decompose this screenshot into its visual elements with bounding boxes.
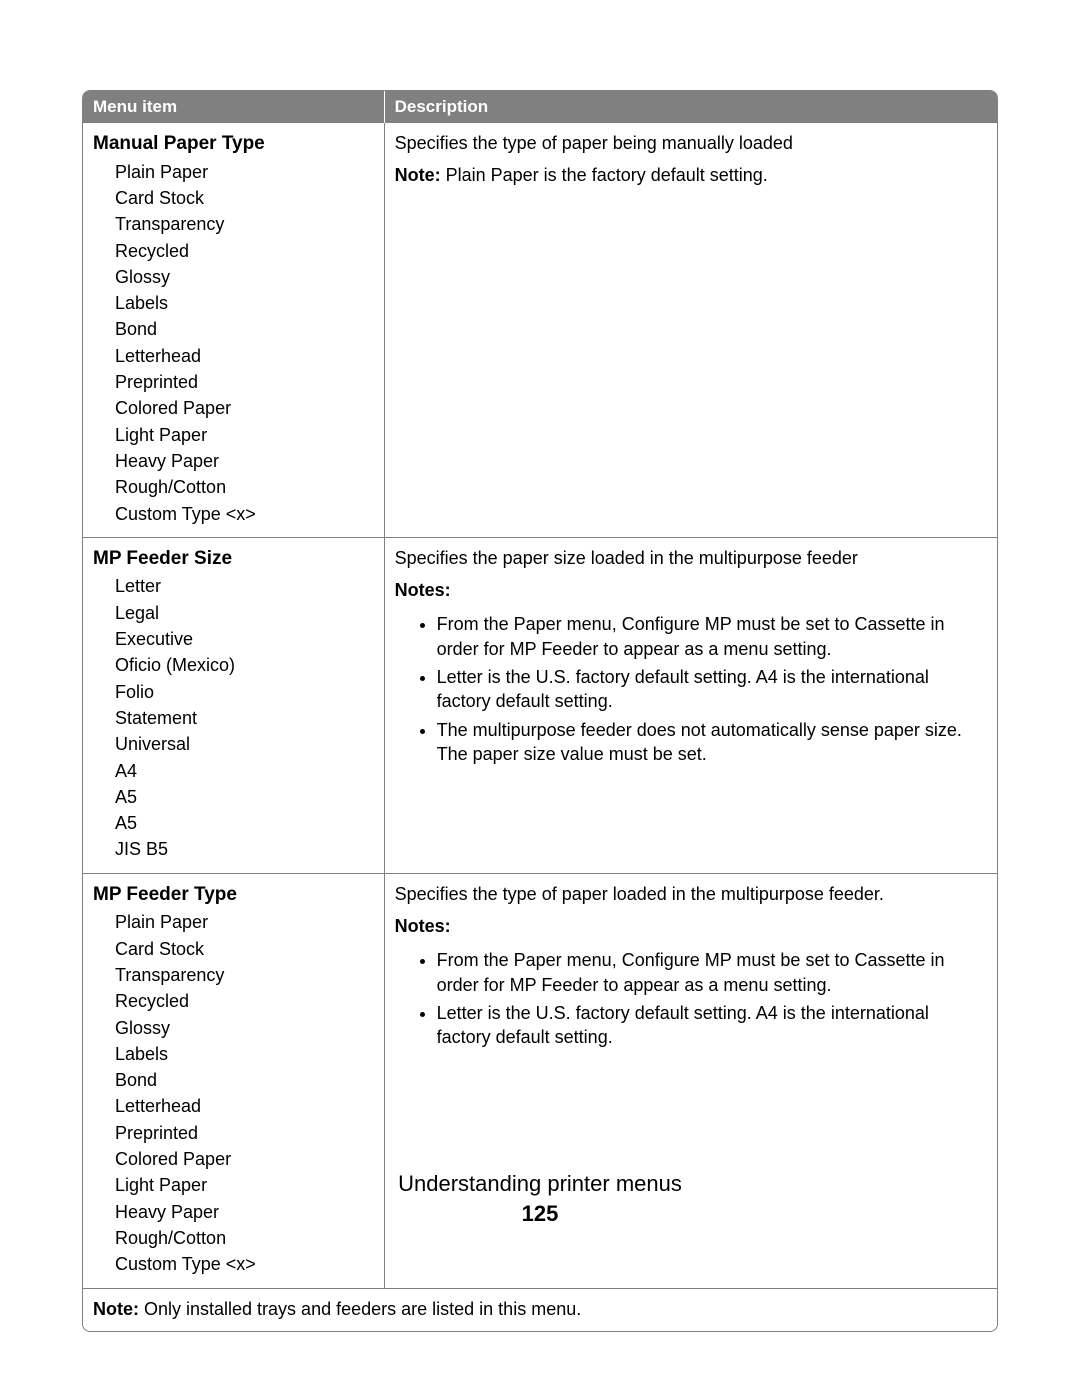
menu-option: Executive (115, 626, 374, 652)
note-prefix: Note: (395, 165, 446, 185)
menu-option: Recycled (115, 238, 374, 264)
menu-option: Letterhead (115, 1093, 374, 1119)
menu-option: Bond (115, 316, 374, 342)
description-bullets: From the Paper menu, Configure MP must b… (395, 946, 987, 1051)
menu-option: Custom Type <x> (115, 1251, 374, 1277)
description-intro: Specifies the type of paper being manual… (395, 131, 987, 155)
footnote-prefix: Note: (93, 1299, 144, 1319)
menu-option: A4 (115, 758, 374, 784)
footnote-text: Only installed trays and feeders are lis… (144, 1299, 581, 1319)
description-bullet: From the Paper menu, Configure MP must b… (437, 610, 987, 663)
table-row: MP Feeder SizeLetterLegalExecutiveOficio… (83, 537, 997, 873)
menu-item-options: Plain PaperCard StockTransparencyRecycle… (93, 159, 374, 527)
menu-option: Letter (115, 573, 374, 599)
description-bullet: The multipurpose feeder does not automat… (437, 716, 987, 769)
table-header-row: Menu item Description (83, 91, 997, 123)
menu-option: Card Stock (115, 936, 374, 962)
menu-option: Transparency (115, 211, 374, 237)
menu-option: Glossy (115, 1015, 374, 1041)
menu-item-title: MP Feeder Type (93, 882, 374, 908)
menu-option: JIS B5 (115, 836, 374, 862)
header-menu-item: Menu item (83, 91, 385, 123)
menu-option: Custom Type <x> (115, 501, 374, 527)
footer-section-title: Understanding printer menus (0, 1171, 1080, 1197)
description-intro: Specifies the type of paper loaded in th… (395, 882, 987, 906)
menu-option: Labels (115, 290, 374, 316)
footer-page-number: 125 (0, 1201, 1080, 1227)
document-page: Menu item Description Manual Paper TypeP… (0, 0, 1080, 1397)
description-bullet: Letter is the U.S. factory default setti… (437, 999, 987, 1052)
table-footnote-cell: Note: Only installed trays and feeders a… (83, 1288, 997, 1331)
menu-option: Bond (115, 1067, 374, 1093)
description-bullet: From the Paper menu, Configure MP must b… (437, 946, 987, 999)
description-bullet: Letter is the U.S. factory default setti… (437, 663, 987, 716)
menu-option: Universal (115, 731, 374, 757)
description-bullets: From the Paper menu, Configure MP must b… (395, 610, 987, 768)
table-footnote-row: Note: Only installed trays and feeders a… (83, 1288, 997, 1331)
description-cell: Specifies the paper size loaded in the m… (385, 537, 997, 873)
menu-item-title: MP Feeder Size (93, 546, 374, 572)
menu-item-title: Manual Paper Type (93, 131, 374, 157)
menu-option: Folio (115, 679, 374, 705)
menu-option: Colored Paper (115, 395, 374, 421)
menu-option: Transparency (115, 962, 374, 988)
menu-option: Rough/Cotton (115, 474, 374, 500)
menu-option: Light Paper (115, 422, 374, 448)
menu-option: Colored Paper (115, 1146, 374, 1172)
menu-option: Preprinted (115, 1120, 374, 1146)
menu-option: Legal (115, 600, 374, 626)
menu-item-cell: MP Feeder SizeLetterLegalExecutiveOficio… (83, 537, 385, 873)
menu-table: Menu item Description Manual Paper TypeP… (82, 90, 998, 1332)
menu-option: Recycled (115, 988, 374, 1014)
description-cell: Specifies the type of paper being manual… (385, 123, 997, 537)
description-note-inline: Note: Plain Paper is the factory default… (395, 163, 987, 187)
menu-option: Statement (115, 705, 374, 731)
menu-option: Glossy (115, 264, 374, 290)
menu-option: Oficio (Mexico) (115, 652, 374, 678)
table-row: Manual Paper TypePlain PaperCard StockTr… (83, 123, 997, 537)
notes-label: Notes: (395, 578, 987, 602)
menu-option: Letterhead (115, 343, 374, 369)
menu-option: A5 (115, 784, 374, 810)
menu-option: Rough/Cotton (115, 1225, 374, 1251)
menu-option: Preprinted (115, 369, 374, 395)
menu-option: Labels (115, 1041, 374, 1067)
menu-option: Plain Paper (115, 909, 374, 935)
menu-option: Card Stock (115, 185, 374, 211)
menu-item-options: LetterLegalExecutiveOficio (Mexico)Folio… (93, 573, 374, 862)
menu-option: Heavy Paper (115, 448, 374, 474)
header-description: Description (385, 91, 997, 123)
note-text: Plain Paper is the factory default setti… (446, 165, 768, 185)
menu-option: A5 (115, 810, 374, 836)
description-intro: Specifies the paper size loaded in the m… (395, 546, 987, 570)
notes-label: Notes: (395, 914, 987, 938)
page-footer: Understanding printer menus 125 (0, 1171, 1080, 1227)
menu-item-cell: Manual Paper TypePlain PaperCard StockTr… (83, 123, 385, 537)
menu-option: Plain Paper (115, 159, 374, 185)
